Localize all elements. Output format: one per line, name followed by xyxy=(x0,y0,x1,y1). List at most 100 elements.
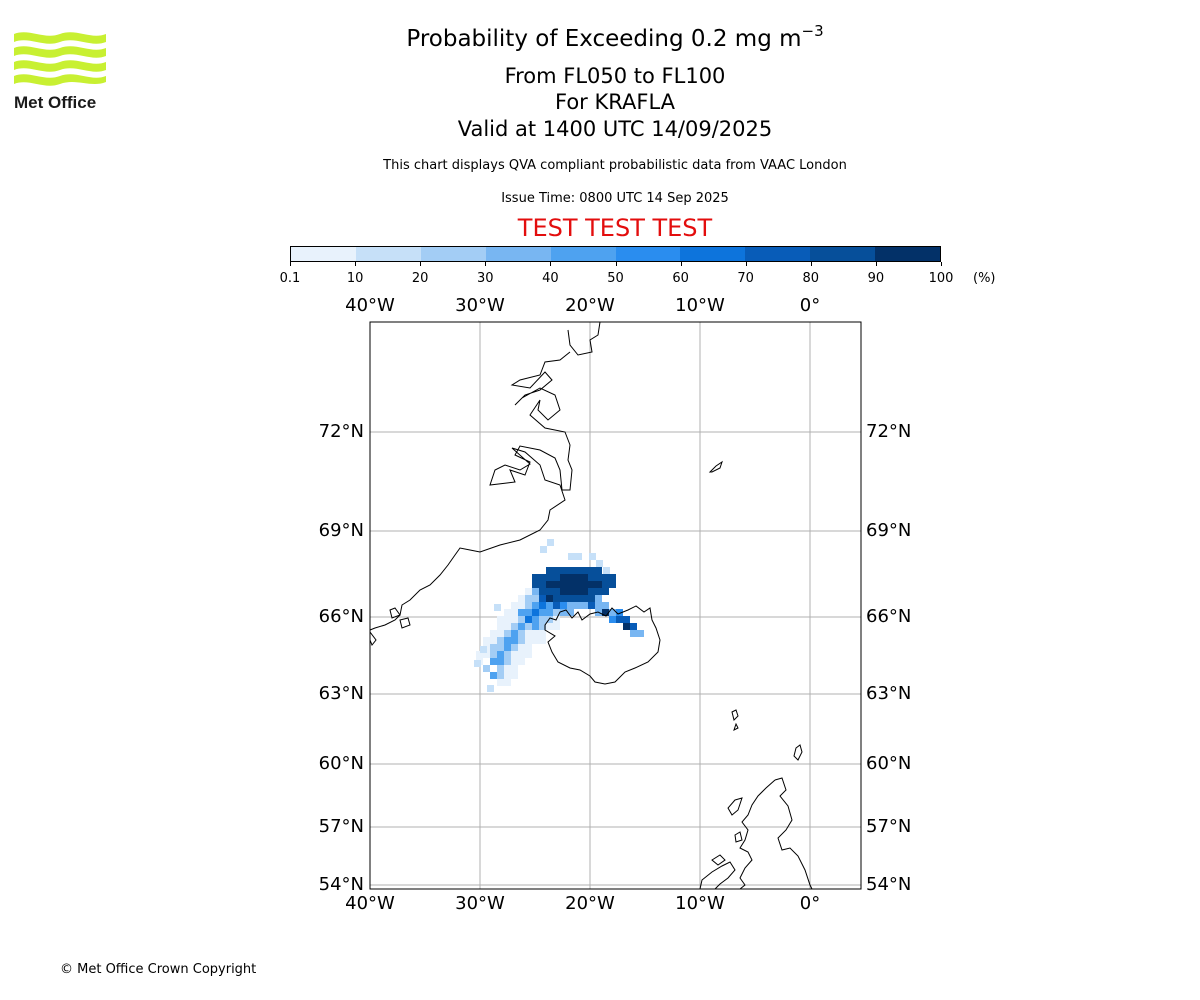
colorbar-tick-label: 100 xyxy=(928,271,954,286)
plume-cell xyxy=(574,581,581,588)
met-office-logo: Met Office xyxy=(14,30,106,112)
plume-cell xyxy=(602,574,609,581)
plume-cell xyxy=(560,567,567,574)
longitude-label-bottom: 30°W xyxy=(455,893,505,914)
plume-cell xyxy=(539,616,546,623)
plume-cell xyxy=(595,574,602,581)
plume-cell xyxy=(504,630,511,637)
plume-cell xyxy=(511,616,518,623)
longitude-label-top: 30°W xyxy=(455,295,505,316)
plume-cell xyxy=(630,623,637,630)
plume-cell xyxy=(560,588,567,595)
plume-cell xyxy=(480,646,487,653)
scotland-coastline xyxy=(739,777,813,890)
plume-cell xyxy=(553,595,560,602)
ireland-coastline xyxy=(699,861,736,890)
colorbar-unit: (%) xyxy=(973,271,996,286)
plume-cell xyxy=(588,574,595,581)
colorbar-tick-mark xyxy=(680,262,682,266)
plume-cell xyxy=(504,637,511,644)
plume-cell xyxy=(532,588,539,595)
colorbar-tick-label: 30 xyxy=(477,271,494,286)
latitude-label-right: 63°N xyxy=(866,683,912,704)
copyright-text: © Met Office Crown Copyright xyxy=(60,962,257,977)
plume-cell xyxy=(581,602,588,609)
plume-cell xyxy=(623,623,630,630)
plume-cell xyxy=(490,658,497,665)
chart-title: Probability of Exceeding 0.2 mg m−3 xyxy=(0,22,1200,52)
plume-cell xyxy=(588,595,595,602)
longitude-label-top: 40°W xyxy=(345,295,395,316)
plume-cell xyxy=(616,609,623,616)
plume-cell xyxy=(546,602,553,609)
plume-cell xyxy=(504,651,511,658)
plume-cell xyxy=(511,630,518,637)
plume-cell xyxy=(547,539,554,546)
colorbar-segment xyxy=(420,247,486,261)
latitude-label-left: 54°N xyxy=(318,874,364,895)
latitude-label-left: 69°N xyxy=(318,520,364,541)
latitude-label-right: 54°N xyxy=(866,874,912,895)
colorbar-tick-mark xyxy=(550,262,552,266)
logo-text: Met Office xyxy=(14,93,96,112)
plume-cell xyxy=(532,609,539,616)
plume-cell xyxy=(560,602,567,609)
colorbar-tick-label: 10 xyxy=(346,271,364,286)
issue-time: Issue Time: 0800 UTC 14 Sep 2025 xyxy=(501,191,729,206)
plume-cell xyxy=(574,588,581,595)
plume-cell xyxy=(539,609,546,616)
plume-cell xyxy=(595,567,602,574)
plume-cell xyxy=(504,644,511,651)
plume-cell xyxy=(494,604,501,611)
plume-cell xyxy=(602,602,609,609)
latitude-label-right: 57°N xyxy=(866,816,912,837)
plume-cell xyxy=(504,616,511,623)
plume-cell xyxy=(553,609,560,616)
colorbar-tick-label: 0.1 xyxy=(279,271,301,286)
plume-cell xyxy=(574,574,581,581)
plume-cell xyxy=(602,588,609,595)
plume-cell xyxy=(497,637,504,644)
plume-cell xyxy=(553,588,560,595)
colorbar-tick-mark xyxy=(420,262,422,266)
plume-cell xyxy=(546,588,553,595)
jan-mayen xyxy=(708,460,723,473)
plume-cell xyxy=(532,616,539,623)
plume-cell xyxy=(546,595,553,602)
colorbar-segment xyxy=(810,247,876,261)
plume-cell xyxy=(518,609,525,616)
colorbar-tick-label: 80 xyxy=(802,271,820,286)
plume-cell xyxy=(511,602,518,609)
plume-cell xyxy=(630,630,637,637)
plume-cell xyxy=(518,651,525,658)
plume-cell xyxy=(560,609,567,616)
colorbar-tick-label: 70 xyxy=(737,271,754,286)
plume-cell xyxy=(490,651,497,658)
plume-cell xyxy=(539,581,546,588)
plume-cell xyxy=(525,630,532,637)
colorbar-segment xyxy=(745,247,811,261)
plume-cell xyxy=(581,588,588,595)
coastlines xyxy=(369,321,813,890)
colorbar-tick-mark xyxy=(355,262,357,266)
plume-cell xyxy=(525,623,532,630)
plume-cell xyxy=(497,630,504,637)
plume-cell xyxy=(532,630,539,637)
plume-cell xyxy=(518,616,525,623)
plume-cell xyxy=(525,644,532,651)
plume-cell xyxy=(602,581,609,588)
colorbar-segment xyxy=(291,247,356,261)
plume-cell xyxy=(532,602,539,609)
plume-cell xyxy=(504,672,511,679)
colorbar-tick-mark xyxy=(745,262,747,266)
colorbar-segment xyxy=(355,247,421,261)
plume-cell xyxy=(560,574,567,581)
colorbar xyxy=(290,246,941,262)
plume-cell xyxy=(546,574,553,581)
plume-cell xyxy=(539,630,546,637)
plume-cell xyxy=(511,658,518,665)
plume-cell xyxy=(504,609,511,616)
plume-cell xyxy=(532,581,539,588)
ash-probability-plume xyxy=(474,539,644,692)
plume-cell xyxy=(497,679,504,686)
